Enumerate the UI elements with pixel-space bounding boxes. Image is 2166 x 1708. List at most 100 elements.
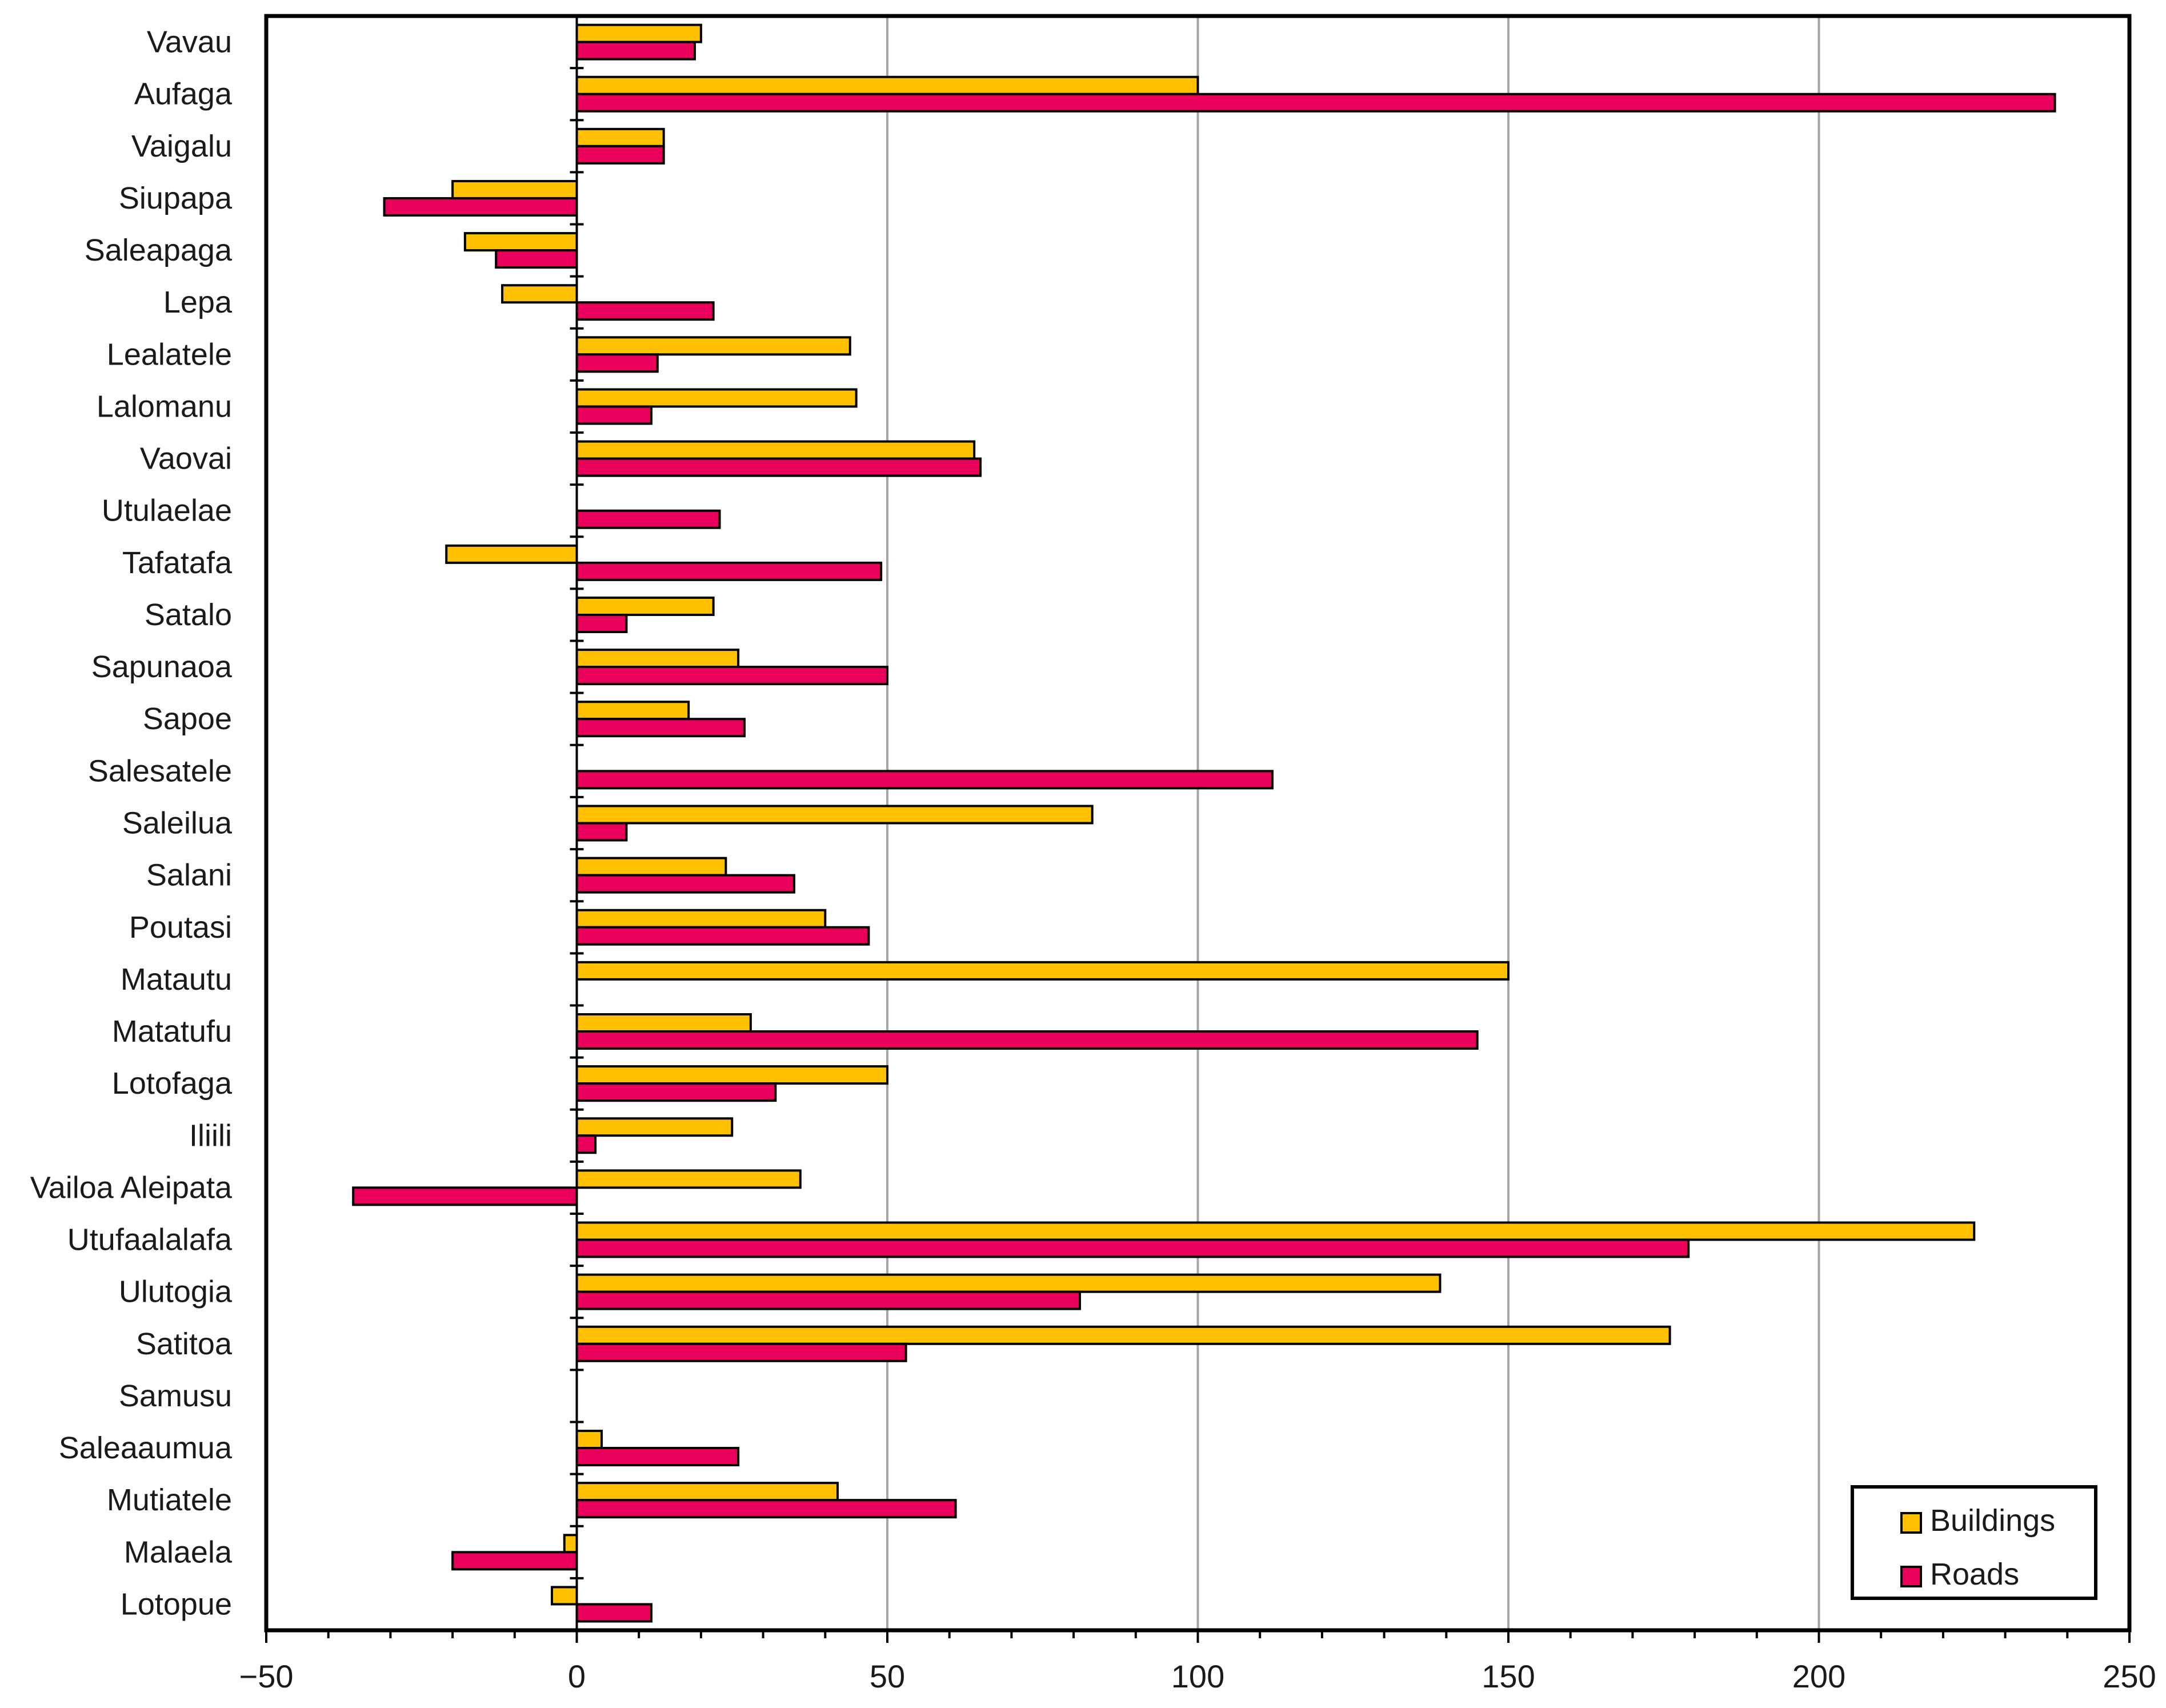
y-category-label: Saleilua [122,806,233,841]
x-tick-label: −50 [239,1658,294,1694]
bar-buildings [575,596,715,616]
bar-roads [575,1342,907,1362]
legend: Buildings Roads [1851,1485,2097,1600]
bar-buildings [463,232,578,252]
y-category-label: Lalomanu [97,389,232,423]
bar-roads [575,353,659,373]
bar-buildings [575,75,1199,95]
bar-roads [575,509,721,529]
bar-roads [495,249,578,269]
bar-buildings [575,1065,888,1085]
bar-roads [575,41,696,61]
bar-buildings [575,1169,802,1189]
bar-buildings [575,1482,839,1502]
bar-buildings [575,649,740,669]
bar-buildings [575,127,665,147]
y-category-label: Poutasi [129,910,232,945]
bar-roads [575,405,652,425]
y-category-label: Vaigalu [131,129,232,163]
y-category-label: Matatufu [112,1014,232,1049]
y-category-label: Utufaalalafa [67,1223,233,1257]
y-category-label: Lotofaga [112,1066,233,1101]
bar-buildings [575,805,1094,825]
bar-roads [575,1447,740,1467]
bar-roads [575,457,982,477]
legend-box [1851,1485,2097,1600]
y-category-label: Matautu [121,962,232,997]
y-category-label: Lepa [163,285,233,319]
y-category-label: Mutiatele [107,1483,232,1517]
bar-buildings [551,1586,578,1606]
bar-roads [575,1082,777,1102]
bar-buildings [575,1273,1442,1293]
bar-roads [383,197,578,217]
legend-swatch-buildings [1900,1512,1922,1534]
bar-buildings [575,961,1510,981]
bar-buildings [451,179,578,199]
bar-buildings [575,336,851,356]
bar-roads [575,301,715,321]
x-tick-label: 100 [1171,1658,1224,1694]
bar-roads [575,926,870,946]
y-category-label: Aufaga [134,77,233,111]
x-tick-label: 150 [1482,1658,1535,1694]
bar-roads [352,1186,578,1206]
bar-roads [575,1290,1081,1310]
bar-roads [575,1499,957,1519]
bar-roads [575,1238,1690,1258]
bar-buildings [575,1117,734,1137]
bar-roads [451,1551,578,1571]
y-category-label: Salani [146,858,232,893]
y-category-label: Lealatele [107,337,232,371]
y-category-label: Sapoe [143,702,232,736]
y-category-label: Salesatele [88,754,232,788]
y-category-label: Siupapa [119,181,233,215]
y-category-label: Utulaelae [102,494,232,528]
bar-buildings [501,284,578,304]
x-tick-label: 200 [1792,1658,1845,1694]
legend-label-roads: Roads [1930,1557,2019,1591]
bar-buildings [445,544,578,564]
bar-roads [575,93,2056,113]
bar-roads [575,666,888,686]
x-tick-label: 50 [870,1658,905,1694]
y-category-label: Tafatafa [122,546,233,580]
bar-roads [575,561,883,581]
y-category-label: Samusu [119,1379,232,1413]
bar-roads [575,145,665,165]
legend-swatch-roads [1900,1566,1922,1587]
y-category-label: Sapunaoa [91,650,233,684]
bar-roads [575,1030,1479,1050]
y-category-label: Malaela [124,1535,233,1569]
bar-roads [575,770,1274,790]
y-category-label: Iliili [189,1118,232,1153]
bar-roads [575,718,746,738]
bar-buildings [575,1430,603,1450]
bar-buildings [575,1221,1976,1241]
bar-buildings [575,909,827,929]
bar-buildings [575,23,702,43]
y-category-label: Lotopue [121,1587,232,1621]
bar-roads [575,1134,597,1154]
y-category-label: Saleapaga [85,233,233,267]
y-category-label: Saleaaumua [59,1431,233,1465]
y-category-label: Vaovai [140,442,232,476]
bar-buildings [575,1325,1671,1345]
bar-buildings [575,857,727,877]
bar-buildings [575,388,858,408]
legend-label-buildings: Buildings [1930,1503,2055,1538]
x-tick-label: 0 [568,1658,586,1694]
bar-roads [575,822,628,842]
bar-buildings [575,440,976,460]
y-category-label: Satalo [145,598,232,632]
y-category-label: Vavau [147,25,232,59]
bar-roads [575,613,628,633]
bar-buildings [575,1013,752,1033]
bar-buildings [563,1534,578,1554]
y-category-label: Ulutogia [119,1275,233,1309]
bar-buildings [575,701,690,721]
y-category-label: Vailoa Aleipata [30,1170,233,1205]
bar-roads [575,874,795,894]
